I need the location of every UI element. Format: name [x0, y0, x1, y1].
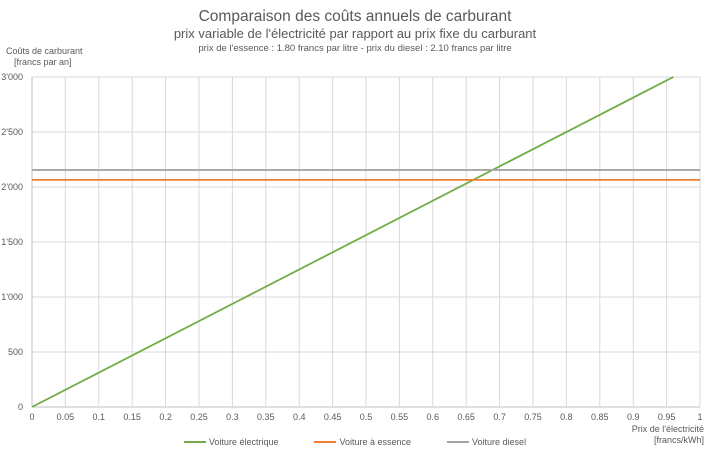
x-tick-label: 0.55: [391, 412, 409, 422]
legend: Voiture électrique Voiture à essence Voi…: [0, 437, 710, 447]
x-tick-label: 0.6: [427, 412, 440, 422]
legend-label-diesel: Voiture diesel: [472, 437, 527, 447]
x-tick-label: 0.25: [190, 412, 208, 422]
y-tick-label: 3'000: [1, 72, 23, 82]
x-tick-label: 0.2: [159, 412, 172, 422]
series-line-0: [31, 76, 674, 408]
x-tick-label: 0.8: [560, 412, 573, 422]
y-tick-label: 2'500: [1, 127, 23, 137]
x-tick-label: 0.65: [457, 412, 475, 422]
legend-item-petrol: Voiture à essence: [314, 437, 411, 447]
y-tick-label: 500: [8, 347, 23, 357]
x-axis-label-line2: [francs/kWh]: [653, 435, 704, 445]
x-tick-label: 0.3: [226, 412, 239, 422]
legend-swatch-electric: [183, 441, 206, 443]
x-tick-label: 0.45: [324, 412, 342, 422]
x-axis-label-line1: Prix de l'électricité: [631, 424, 704, 434]
y-tick-label: 1'000: [1, 292, 23, 302]
gridlines: [31, 76, 701, 408]
legend-label-electric: Voiture électrique: [208, 437, 279, 447]
legend-swatch-diesel: [447, 441, 470, 443]
legend-swatch-petrol: [314, 441, 337, 443]
x-tick-label: 0.05: [57, 412, 75, 422]
y-axis-label-line2: [francs par an]: [14, 57, 72, 67]
legend-item-diesel: Voiture diesel: [447, 437, 526, 447]
y-axis-label-line1: Coûts de carburant: [6, 46, 83, 56]
x-axis-ticks: 0 0.05 0.1 0.15 0.2 0.25 0.3 0.35 0.4 0.45 0.5 0.55…: [29, 412, 702, 422]
x-tick-label: 0.9: [627, 412, 640, 422]
y-tick-label: 2'000: [1, 182, 23, 192]
y-tick-label: 1'500: [1, 237, 23, 247]
y-axis-ticks: 0 500 1'000 1'500 2'000 2'500 3'000: [1, 72, 23, 412]
y-axis-label: Coûts de carburant [francs par an]: [6, 46, 83, 68]
series-lines: [31, 76, 700, 408]
x-tick-label: 0.4: [293, 412, 306, 422]
x-tick-label: 0.5: [360, 412, 373, 422]
x-tick-label: 0.85: [591, 412, 609, 422]
chart-note: prix de l'essence : 1.80 francs par litr…: [198, 43, 512, 54]
x-tick-label: 1: [697, 412, 702, 422]
legend-label-petrol: Voiture à essence: [339, 437, 412, 447]
x-tick-label: 0.7: [493, 412, 506, 422]
x-tick-label: 0.95: [658, 412, 676, 422]
x-tick-label: 0.15: [123, 412, 141, 422]
chart-title: Comparaison des coûts annuels de carbura…: [198, 8, 512, 25]
x-axis-label: Prix de l'électricité [francs/kWh]: [632, 424, 704, 446]
y-tick-label: 0: [18, 402, 23, 412]
chart-subtitle: prix variable de l'électricité par rappo…: [173, 26, 537, 41]
x-tick-label: 0: [29, 412, 34, 422]
x-tick-label: 0.1: [93, 412, 106, 422]
x-tick-label: 0.35: [257, 412, 275, 422]
legend-item-electric: Voiture électrique: [183, 437, 279, 447]
x-tick-label: 0.75: [524, 412, 542, 422]
